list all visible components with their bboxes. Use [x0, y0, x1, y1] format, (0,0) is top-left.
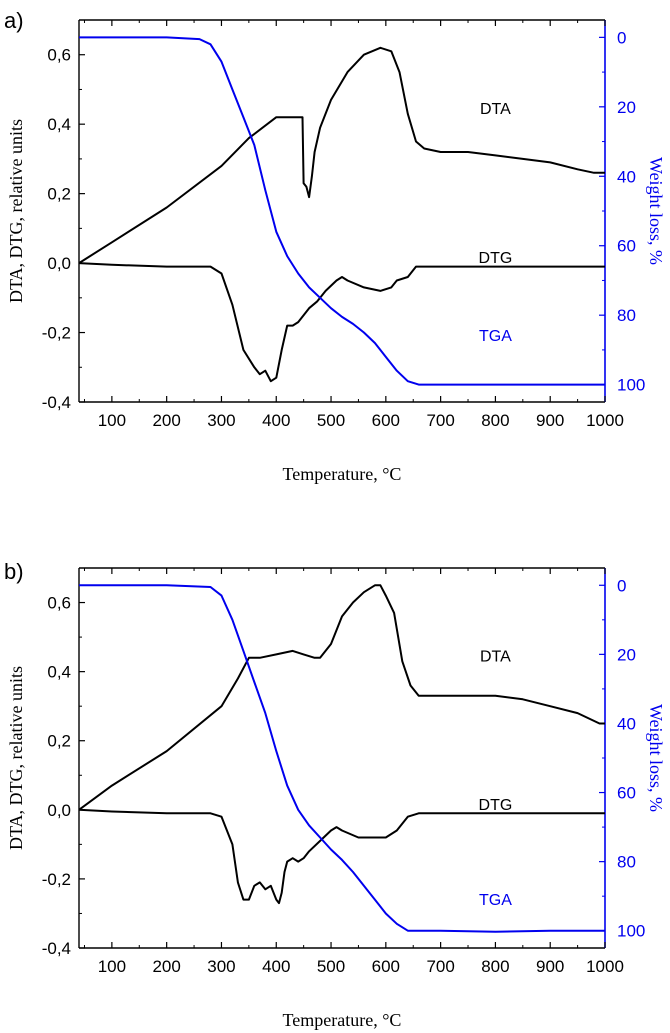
- x-tick-label: 900: [536, 957, 564, 976]
- x-tick-label: 400: [262, 411, 290, 430]
- x-tick-label: 300: [207, 957, 235, 976]
- y2-tick-label: 60: [617, 237, 636, 256]
- y2-tick-label: 40: [617, 167, 636, 186]
- y-tick-label: -0,4: [42, 393, 71, 412]
- x-tick-label: 400: [262, 957, 290, 976]
- y-tick-label: 0,0: [47, 801, 71, 820]
- x-tick-label: 200: [152, 411, 180, 430]
- y-tick-label: 0,2: [47, 185, 71, 204]
- y-axis-title: DTA, DTG, relative units: [6, 666, 26, 850]
- series-line-dta: [78, 46, 605, 264]
- series-line-tga: [79, 584, 605, 933]
- x-tick-label: 700: [426, 957, 454, 976]
- series-line-tga: [79, 36, 605, 386]
- y2-tick-label: 0: [617, 28, 626, 47]
- x-axis-title: Temperature, °C: [283, 464, 402, 484]
- y2-tick-label: 80: [617, 853, 636, 872]
- series-label-dta: DTA: [480, 101, 511, 118]
- y2-axis-title: Weight loss, %: [646, 157, 666, 265]
- x-tick-label: 500: [317, 411, 345, 430]
- x-tick-label: 300: [207, 411, 235, 430]
- chart-panel-a: 100 200 300 400 500 600 700 800 900 1000-0,4-0,20…: [4, 8, 666, 484]
- y2-tick-label: 40: [617, 714, 636, 733]
- x-tick-label: 100: [98, 957, 126, 976]
- y2-tick-label: 80: [617, 306, 636, 325]
- y2-tick-label: 60: [617, 784, 636, 803]
- series-label-tga: TGA: [479, 892, 512, 909]
- series-line-dtg: [78, 262, 605, 383]
- y2-axis-title: Weight loss, %: [646, 704, 666, 812]
- y-tick-label: -0,2: [42, 324, 71, 343]
- y-tick-label: 0,2: [47, 732, 71, 751]
- y-tick-label: -0,4: [42, 939, 71, 958]
- chart-panel-b: 100 200 300 400 500 600 700 800 900 1000-0,4-0,20…: [4, 559, 666, 1030]
- y-axis-title: DTA, DTG, relative units: [6, 119, 26, 303]
- y-tick-label: 0,4: [47, 663, 71, 682]
- y2-tick-label: 20: [617, 645, 636, 664]
- y-tick-label: 0,4: [47, 115, 71, 134]
- y2-tick-label: 0: [617, 576, 626, 595]
- series-label-dtg: DTG: [479, 797, 513, 814]
- series-label-tga: TGA: [479, 328, 512, 345]
- x-tick-label: 700: [426, 411, 454, 430]
- x-tick-label: 600: [372, 411, 400, 430]
- y-tick-label: 0,6: [47, 46, 71, 65]
- y-tick-label: 0,0: [47, 254, 71, 273]
- x-tick-label: 600: [372, 957, 400, 976]
- x-tick-label: 100: [98, 411, 126, 430]
- panel-label: a): [4, 8, 24, 33]
- x-tick-label: 200: [152, 957, 180, 976]
- y2-tick-label: 100: [617, 922, 645, 941]
- panel-label: b): [4, 559, 24, 584]
- series-label-dtg: DTG: [479, 250, 513, 267]
- y-tick-label: 0,6: [47, 594, 71, 613]
- y2-tick-label: 100: [617, 376, 645, 395]
- y-tick-label: -0,2: [42, 870, 71, 889]
- x-tick-label: 800: [481, 957, 509, 976]
- x-tick-label: 800: [481, 411, 509, 430]
- x-axis-title: Temperature, °C: [283, 1010, 402, 1030]
- x-tick-label: 1000: [586, 411, 624, 430]
- series-line-dta: [78, 584, 605, 811]
- x-tick-label: 500: [317, 957, 345, 976]
- series-line-dtg: [78, 808, 605, 905]
- y2-tick-label: 20: [617, 98, 636, 117]
- x-tick-label: 1000: [586, 957, 624, 976]
- x-tick-label: 900: [536, 411, 564, 430]
- series-label-dta: DTA: [480, 648, 511, 665]
